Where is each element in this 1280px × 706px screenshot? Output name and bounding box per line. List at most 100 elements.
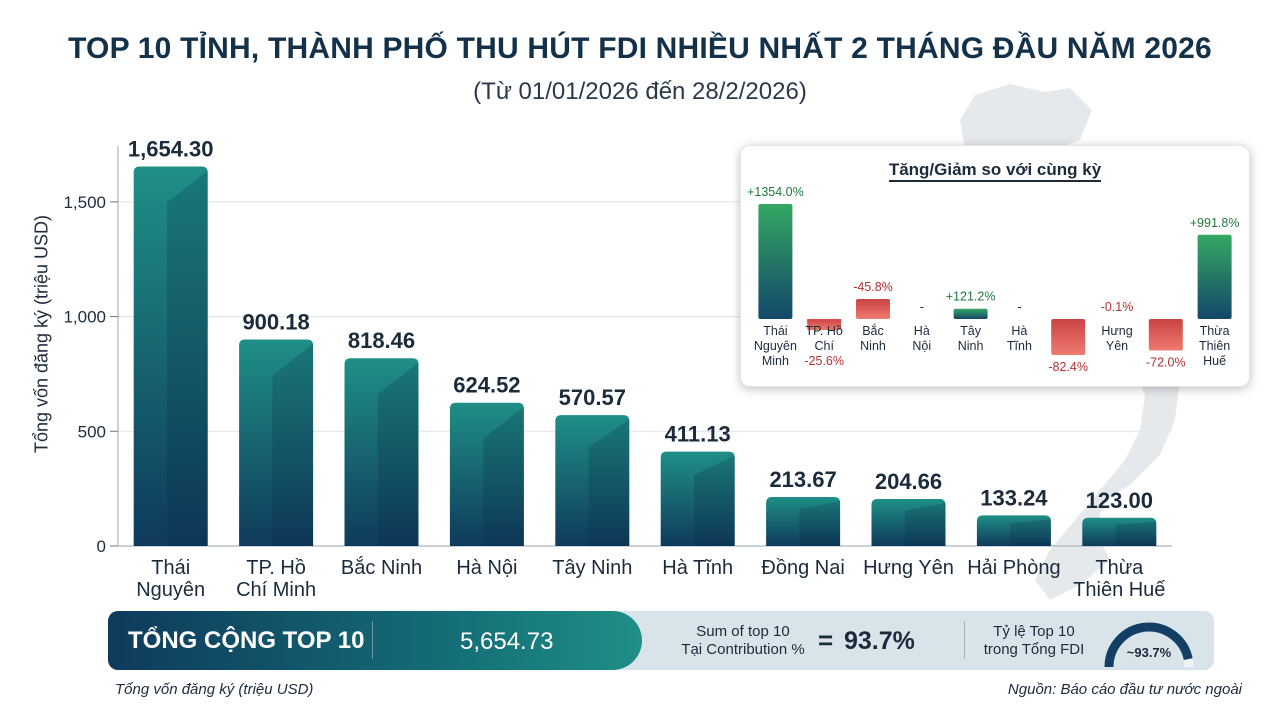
bar-value-label: 204.66 xyxy=(875,469,942,494)
x-tick-label: Hà Tĩnh xyxy=(662,557,733,579)
change-value-label: -45.8% xyxy=(853,280,893,294)
y-tick-label: 0 xyxy=(97,537,106,556)
bar-value-label: 411.13 xyxy=(665,422,731,447)
change-category-label: Huế xyxy=(1203,354,1226,368)
bar xyxy=(449,402,524,546)
x-tick-label: Thừa xyxy=(1095,557,1144,579)
change-value-label: - xyxy=(920,300,924,314)
change-category-label: Thái xyxy=(763,324,787,338)
bar xyxy=(766,496,841,546)
y-tick-label: 1,500 xyxy=(63,193,106,212)
change-category-label: TP. Hồ xyxy=(806,324,843,338)
x-tick-label: Thiên Huế xyxy=(1073,579,1165,601)
x-tick-label: Hải Phòng xyxy=(967,557,1060,579)
change-bar-positive xyxy=(758,204,793,319)
yoy-panel-title: Tăng/Giảm so với cùng kỳ xyxy=(741,160,1249,182)
change-value-label: +1354.0% xyxy=(747,185,804,199)
change-category-label: Tây xyxy=(960,324,982,338)
change-category-label: Chí xyxy=(814,339,834,353)
bar-shade xyxy=(694,455,735,546)
bar xyxy=(344,358,419,546)
bar-shade xyxy=(377,362,419,546)
unit-note: Tổng vốn đăng ký (triệu USD) xyxy=(115,681,314,698)
x-tick-label: Nguyên xyxy=(136,579,205,601)
yoy-change-panel: +1354.0% Thái Nguyên Minh -25.6% -45.8% Bắc Nin… xyxy=(740,145,1250,387)
bar-value-label: 900.18 xyxy=(242,309,309,334)
change-category-label: Yên xyxy=(1106,339,1128,353)
sum-value: 93.7% xyxy=(844,627,915,655)
change-bar-negative xyxy=(807,319,842,322)
change-value-label: - xyxy=(1017,300,1021,314)
bar-shade xyxy=(1010,519,1051,546)
x-tick-label: TP. Hồ xyxy=(246,557,306,579)
divider xyxy=(372,621,373,659)
change-bar-positive xyxy=(1197,234,1232,319)
bar-shade xyxy=(799,500,841,546)
change-value-label: -72.0% xyxy=(1146,355,1186,369)
change-value-label: -82.4% xyxy=(1048,360,1088,374)
bar-shade xyxy=(167,170,208,546)
change-category-label: Thừa xyxy=(1200,324,1230,338)
change-value-label: -0.1% xyxy=(1101,300,1134,314)
bar-value-label: 123.00 xyxy=(1086,488,1153,513)
bar-shade xyxy=(904,503,946,546)
bar-shade xyxy=(1115,521,1157,546)
x-tick-label: Chí Minh xyxy=(236,579,316,601)
change-category-label: Ninh xyxy=(860,339,886,353)
summary-bar: TỔNG CỘNG TOP 10 5,654.73 Sum of top 10 … xyxy=(108,611,1214,670)
change-bar-positive xyxy=(953,308,988,319)
y-tick-label: 1,000 xyxy=(63,308,106,327)
gauge-fill xyxy=(1104,622,1193,668)
change-value-label: +991.8% xyxy=(1190,216,1240,230)
divider xyxy=(964,621,965,659)
total-value: 5,654.73 xyxy=(460,628,554,655)
change-category-label: Ninh xyxy=(958,339,984,353)
x-tick-label: Thái xyxy=(151,557,190,579)
bar xyxy=(660,451,735,546)
y-axis-label: Tổng vốn đăng ký (triệu USD) xyxy=(31,214,52,454)
bar xyxy=(133,166,208,546)
change-bar-negative xyxy=(1051,319,1086,355)
ratio-label: Tỷ lệ Top 10 trong Tổng FDI xyxy=(983,623,1085,658)
chart-title: TOP 10 TỈNH, THÀNH PHỐ THU HÚT FDI NHIỀU… xyxy=(68,32,1212,65)
ratio-gauge xyxy=(1104,622,1194,668)
change-category-label: Tĩnh xyxy=(1007,339,1032,353)
bar xyxy=(239,339,314,546)
sum-label: Sum of top 10 Tại Contribution % xyxy=(681,623,805,658)
x-tick-label: Đồng Nai xyxy=(761,557,844,579)
change-value-label: -25.6% xyxy=(804,354,844,368)
bar-value-label: 213.67 xyxy=(769,467,836,492)
bar xyxy=(976,515,1051,546)
bar-shade xyxy=(272,343,314,546)
equals-sign: = xyxy=(818,625,834,655)
x-tick-label: Tây Ninh xyxy=(552,557,632,579)
gauge-value: ~93.7% xyxy=(1126,645,1172,660)
bar-shade xyxy=(483,406,524,546)
bar xyxy=(871,499,946,546)
change-category-label: Minh xyxy=(762,354,789,368)
change-category-label: Bắc xyxy=(862,323,884,338)
x-tick-label: Hà Nội xyxy=(456,557,517,579)
y-tick-label: 500 xyxy=(78,422,106,441)
source-note: Nguồn: Báo cáo đầu tư nước ngoài xyxy=(1007,681,1242,698)
change-category-label: Nội xyxy=(912,339,931,353)
change-category-label: Hà xyxy=(1011,324,1027,338)
bar-value-label: 570.57 xyxy=(559,385,626,410)
bar-shade xyxy=(588,419,630,546)
bar-value-label: 818.46 xyxy=(348,328,415,353)
x-tick-label: Bắc Ninh xyxy=(341,556,422,579)
bar-value-label: 1,654.30 xyxy=(128,136,214,161)
change-bar-negative xyxy=(1148,319,1183,351)
chart-subtitle: (Từ 01/01/2026 đến 28/2/2026) xyxy=(473,78,807,105)
bar-value-label: 624.52 xyxy=(453,373,520,398)
change-category-label: Hưng xyxy=(1101,324,1132,338)
change-category-label: Hà xyxy=(914,324,930,338)
change-category-label: Thiên xyxy=(1199,339,1230,353)
bar xyxy=(1082,517,1157,546)
total-label: TỔNG CỘNG TOP 10 xyxy=(128,627,365,654)
change-value-label: +121.2% xyxy=(946,290,996,304)
change-bar-negative xyxy=(856,299,890,319)
x-tick-label: Hưng Yên xyxy=(863,557,954,579)
